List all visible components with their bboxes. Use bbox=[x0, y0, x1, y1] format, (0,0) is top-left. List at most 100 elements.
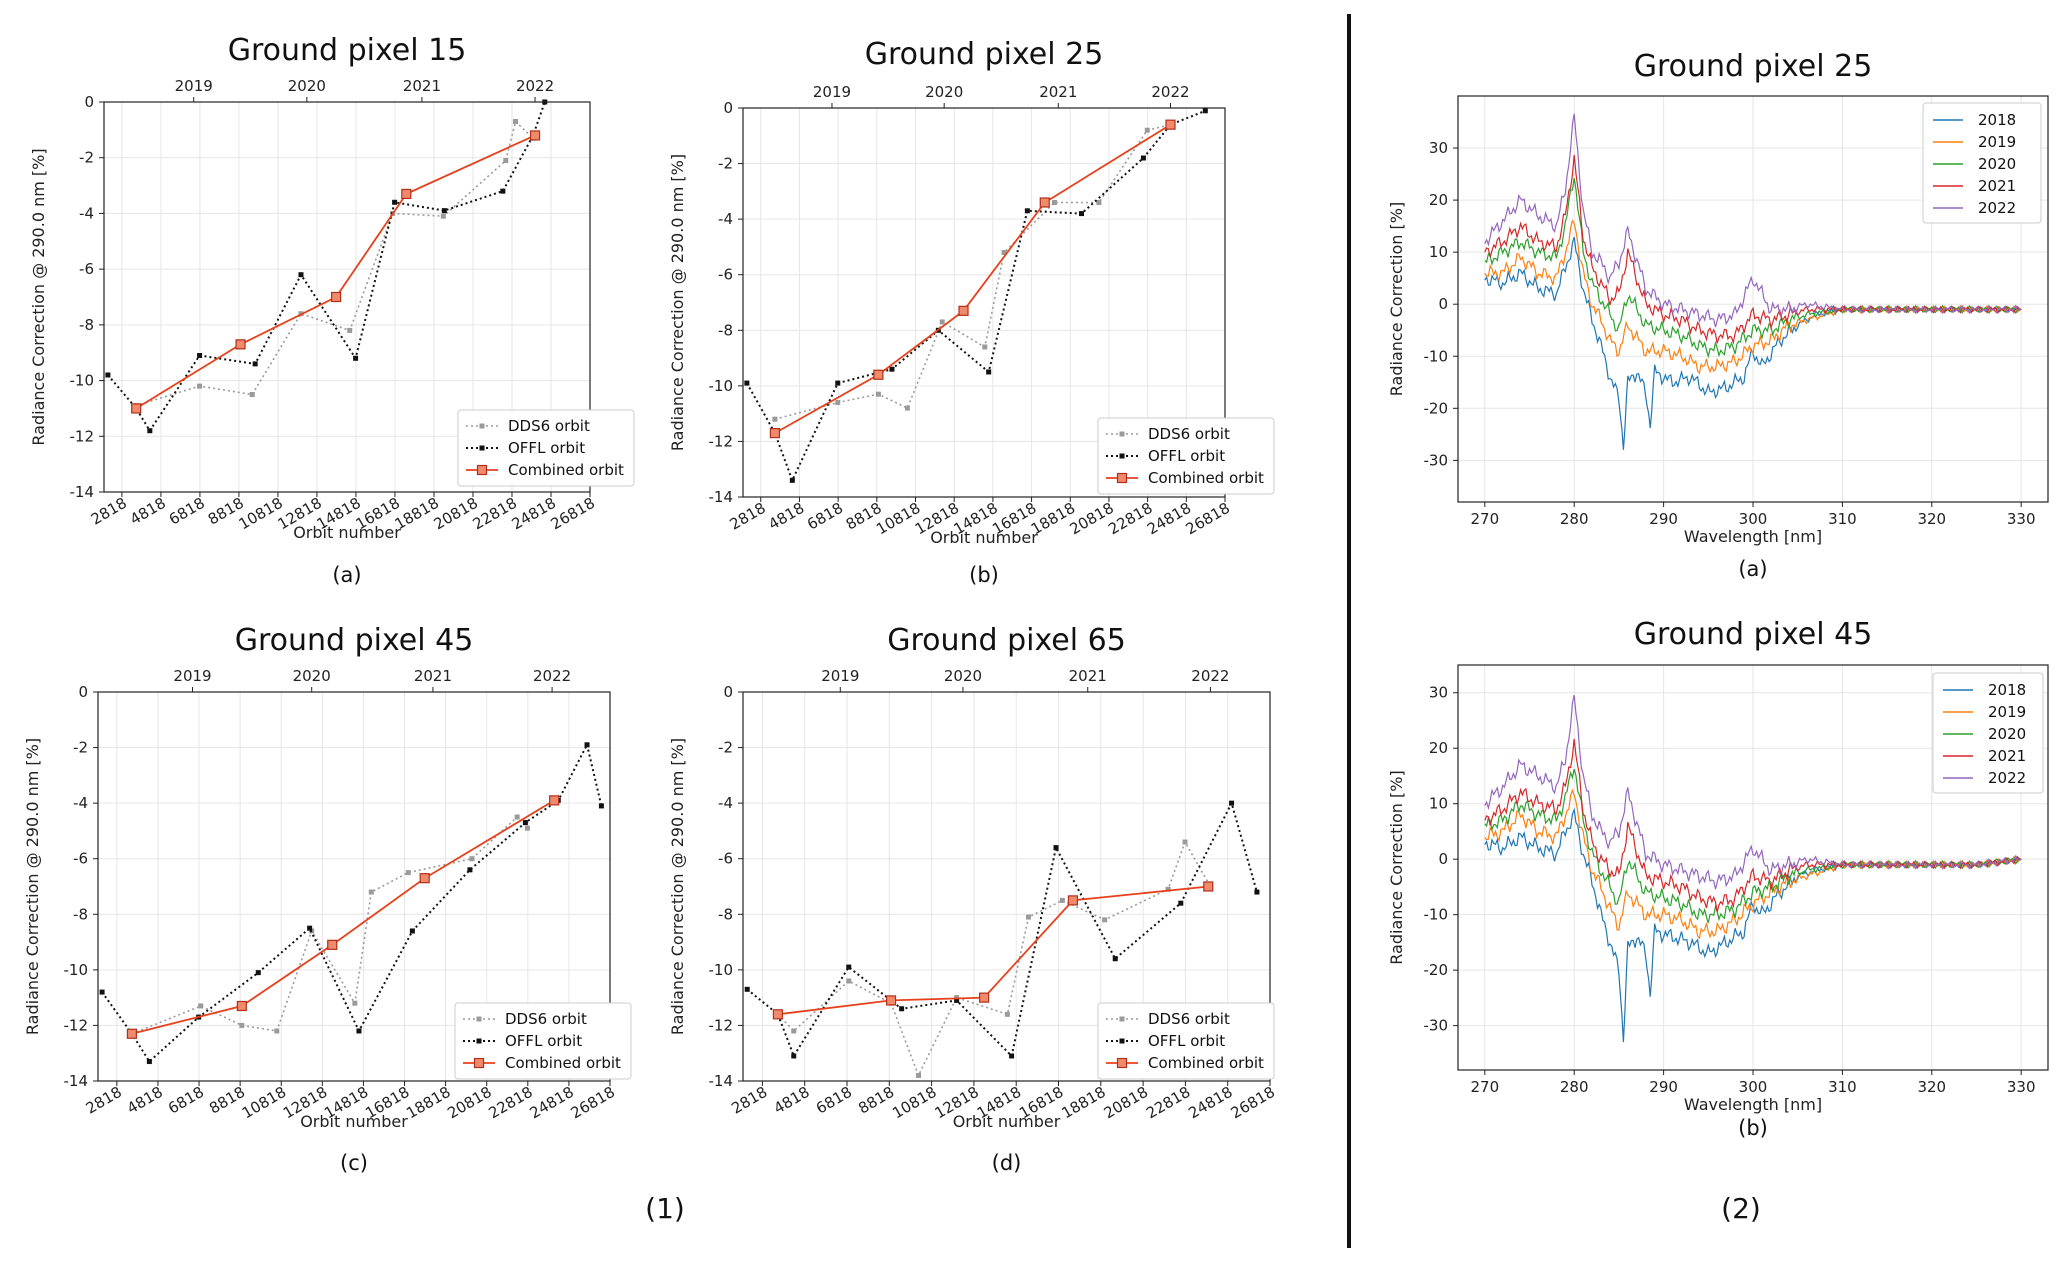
legend-label: Combined orbit bbox=[505, 1054, 621, 1072]
dds6-marker bbox=[939, 319, 945, 325]
offl-marker bbox=[1009, 1053, 1015, 1059]
dds6-marker bbox=[875, 391, 881, 397]
dds6-marker bbox=[249, 392, 255, 397]
dds6-marker bbox=[514, 814, 520, 820]
legend-label: 2019 bbox=[1978, 133, 2016, 151]
y-tick-label: 20 bbox=[1429, 191, 1448, 209]
combined-marker bbox=[1067, 895, 1079, 906]
offl-marker bbox=[1178, 900, 1184, 906]
y-tick-label: -12 bbox=[709, 432, 734, 450]
y-tick-label: 10 bbox=[1429, 243, 1448, 261]
y-axis-label: Radiance Correction @ 290.0 nm [%] bbox=[668, 154, 687, 451]
legend-label: Combined orbit bbox=[508, 461, 624, 479]
dds6-marker bbox=[1059, 897, 1065, 903]
group-label-1: (1) bbox=[645, 1192, 685, 1225]
dds6-marker bbox=[1165, 886, 1171, 892]
legend-label: 2019 bbox=[1988, 703, 2026, 721]
y-tick-label: -8 bbox=[73, 905, 88, 923]
offl-marker bbox=[522, 820, 528, 826]
y-axis-label: Radiance Correction [%] bbox=[1387, 770, 1406, 964]
legend-box bbox=[1097, 1002, 1275, 1080]
y-tick-label: -20 bbox=[1424, 961, 1449, 979]
combined-marker bbox=[772, 1009, 783, 1020]
legend-box bbox=[457, 409, 635, 487]
dds6-marker bbox=[513, 119, 519, 124]
offl-marker bbox=[954, 997, 960, 1003]
chart-title: Ground pixel 25 bbox=[1634, 49, 1873, 84]
offl-marker bbox=[353, 355, 359, 361]
dds6-marker bbox=[1096, 199, 1102, 205]
offl-marker bbox=[1140, 155, 1146, 161]
combined-marker bbox=[958, 305, 969, 316]
legend-label: OFFL orbit bbox=[505, 1032, 582, 1050]
dds6-marker bbox=[916, 1072, 922, 1078]
x-axis-label: Orbit number bbox=[293, 523, 401, 542]
plot-frame bbox=[97, 691, 611, 1082]
y-tick-label: -12 bbox=[70, 427, 95, 445]
y-tick-label: -6 bbox=[79, 260, 94, 278]
offl-marker bbox=[467, 867, 473, 873]
y-tick-label: -4 bbox=[718, 210, 733, 228]
x-tick-label: 280 bbox=[1560, 510, 1589, 528]
y-tick-label: -2 bbox=[718, 739, 733, 757]
y-tick-label: -20 bbox=[1424, 399, 1449, 417]
y-tick-label: 0 bbox=[78, 683, 88, 701]
dds6-marker bbox=[197, 383, 203, 389]
legend-marker bbox=[476, 464, 488, 476]
legend-label: OFFL orbit bbox=[508, 439, 585, 457]
y-tick-label: -12 bbox=[64, 1016, 89, 1034]
combined-marker bbox=[885, 995, 897, 1006]
y-axis-label: Radiance Correction @ 290.0 nm [%] bbox=[23, 738, 42, 1035]
dds6-marker bbox=[1051, 199, 1057, 205]
legend: DDS6 orbit OFFL orbit Combined orbit bbox=[454, 1002, 632, 1080]
legend-label: 2021 bbox=[1978, 177, 2016, 195]
y-axis-label: Radiance Correction [%] bbox=[1387, 202, 1406, 396]
offl-marker bbox=[307, 925, 313, 931]
dds6-marker bbox=[1001, 249, 1007, 255]
offl-marker bbox=[392, 199, 398, 205]
legend: 2018 2019 2020 2021 2022 bbox=[1932, 672, 2044, 794]
x-tick-label: 300 bbox=[1739, 1078, 1768, 1096]
x-tick-label: 270 bbox=[1470, 1078, 1499, 1096]
y-tick-label: -6 bbox=[718, 266, 733, 284]
y-tick-label: 30 bbox=[1429, 684, 1448, 702]
legend-label: DDS6 orbit bbox=[505, 1010, 587, 1028]
dds6-marker bbox=[239, 1022, 245, 1028]
combined-marker bbox=[235, 339, 246, 350]
charts-layer: Ground pixel 152818481868188818108181281… bbox=[23, 33, 2049, 1175]
offl-marker bbox=[744, 380, 750, 386]
combined-marker bbox=[979, 992, 990, 1003]
y-tick-label: -14 bbox=[709, 488, 734, 506]
combined-marker bbox=[1165, 119, 1176, 130]
offl-marker bbox=[598, 803, 604, 809]
top-tick-label: 2019 bbox=[173, 667, 211, 685]
chart-6: Ground pixel 45 270 280 290 300 310 320 330 30 20… bbox=[1387, 617, 2049, 1140]
x-tick-label: 330 bbox=[2007, 510, 2036, 528]
offl-marker bbox=[1112, 956, 1118, 962]
x-tick-label: 290 bbox=[1649, 1078, 1678, 1096]
legend-marker bbox=[479, 423, 485, 429]
series-line-2020 bbox=[1484, 768, 2022, 924]
offl-line-tail bbox=[586, 744, 603, 807]
x-axis-label: Wavelength [nm] bbox=[1684, 527, 1822, 546]
offl-line bbox=[746, 800, 1258, 1059]
top-tick-label: 2021 bbox=[403, 77, 441, 95]
top-tick-label: 2021 bbox=[414, 667, 452, 685]
series-line-2022 bbox=[1484, 113, 2022, 328]
legend-marker bbox=[479, 445, 485, 451]
offl-marker bbox=[146, 1059, 152, 1065]
combined-marker bbox=[549, 795, 560, 806]
y-tick-label: -8 bbox=[79, 316, 94, 334]
offl-marker bbox=[1024, 208, 1030, 214]
legend-label: 2022 bbox=[1988, 769, 2026, 787]
y-tick-label: -12 bbox=[709, 1016, 734, 1034]
offl-marker bbox=[744, 986, 750, 992]
x-axis-label: Orbit number bbox=[930, 528, 1038, 547]
dds6-marker bbox=[846, 978, 852, 984]
legend-box bbox=[1097, 417, 1275, 495]
x-tick-label: 290 bbox=[1649, 510, 1678, 528]
top-tick-label: 2019 bbox=[821, 667, 859, 685]
offl-line bbox=[107, 101, 546, 433]
y-tick-label: 30 bbox=[1429, 139, 1448, 157]
legend-label: 2020 bbox=[1988, 725, 2026, 743]
